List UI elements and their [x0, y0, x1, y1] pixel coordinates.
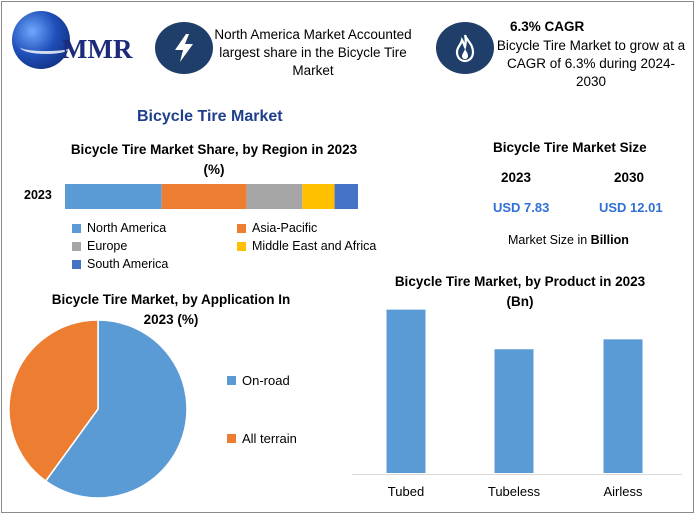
market-size-unit-bold: Billion: [590, 233, 629, 247]
legend-item-south-america: South America: [72, 257, 168, 271]
legend-item-mea: Middle East and Africa: [237, 239, 376, 253]
region-bar-segment-south-america: [334, 184, 358, 209]
region-bar-segment-middle-east-and-africa: [302, 184, 335, 209]
legend-label-north-america: North America: [87, 221, 167, 235]
product-tick-airless: Airless: [603, 484, 643, 499]
product-bar-tubeless: [494, 349, 534, 473]
product-chart-baseline: [352, 474, 682, 475]
legend-label-europe: Europe: [87, 239, 128, 253]
market-size-year-2030: 2030: [614, 170, 645, 185]
legend-label-all-terrain: All terrain: [242, 431, 297, 446]
legend-label-asia-pacific: Asia-Pacific: [252, 221, 318, 235]
market-size-year-2023: 2023: [501, 170, 532, 185]
legend-label-on-road: On-road: [242, 373, 290, 388]
market-size-title: Bicycle Tire Market Size: [493, 140, 647, 155]
legend-item-asia-pacific: Asia-Pacific: [237, 221, 317, 235]
application-chart-title: Bicycle Tire Market, by Application In 2…: [51, 292, 291, 327]
product-tick-tubed: Tubed: [387, 484, 425, 499]
flame-icon: [436, 22, 494, 74]
legend-item-europe: Europe: [72, 239, 127, 253]
legend-item-on-road: On-road: [227, 373, 290, 388]
region-bar-segment-europe: [246, 184, 303, 209]
legend-swatch-asia-pacific: [237, 223, 246, 233]
region-chart-title: Bicycle Tire Market Share, by Region in …: [70, 142, 358, 177]
pie-slice-on-road: [44, 319, 188, 499]
product-tick-tubeless: Tubeless: [487, 484, 541, 499]
product-bar-airless: [603, 339, 643, 473]
logo-text: MMR: [62, 34, 133, 64]
lightning-icon: [155, 22, 213, 74]
region-bar-segment-north-america: [65, 184, 162, 209]
legend-swatch-all-terrain: [227, 434, 236, 443]
legend-swatch-europe: [72, 241, 81, 251]
region-chart-category-label: 2023: [24, 188, 52, 202]
market-size-unit-prefix: Market Size in: [508, 233, 591, 247]
cagr-title: 6.3% CAGR: [510, 19, 585, 34]
market-size-unit: Market Size in Billion: [508, 233, 629, 247]
product-chart-title: Bicycle Tire Market, by Product in 2023 …: [394, 274, 646, 309]
legend-swatch-south-america: [72, 259, 81, 269]
pie-slice-all-terrain: [8, 319, 99, 483]
legend-swatch-north-america: [72, 223, 81, 233]
north-america-stat-text: North America Market Accounted largest s…: [214, 27, 412, 78]
logo-swoosh: [20, 40, 72, 54]
market-size-value-2030: USD 12.01: [599, 200, 663, 215]
legend-swatch-on-road: [227, 376, 236, 385]
legend-label-south-america: South America: [87, 257, 169, 271]
main-title: Bicycle Tire Market: [137, 108, 283, 125]
market-size-value-2023: USD 7.83: [493, 200, 550, 215]
legend-item-all-terrain: All terrain: [227, 431, 297, 446]
legend-swatch-mea: [237, 241, 246, 251]
cagr-stat-text: Bicycle Tire Market to grow at a CAGR of…: [496, 38, 686, 89]
region-bar-segment-asia-pacific: [161, 184, 247, 209]
legend-item-north-america: North America: [72, 221, 166, 235]
product-bar-tubed: [386, 309, 426, 473]
legend-label-mea: Middle East and Africa: [252, 239, 377, 253]
